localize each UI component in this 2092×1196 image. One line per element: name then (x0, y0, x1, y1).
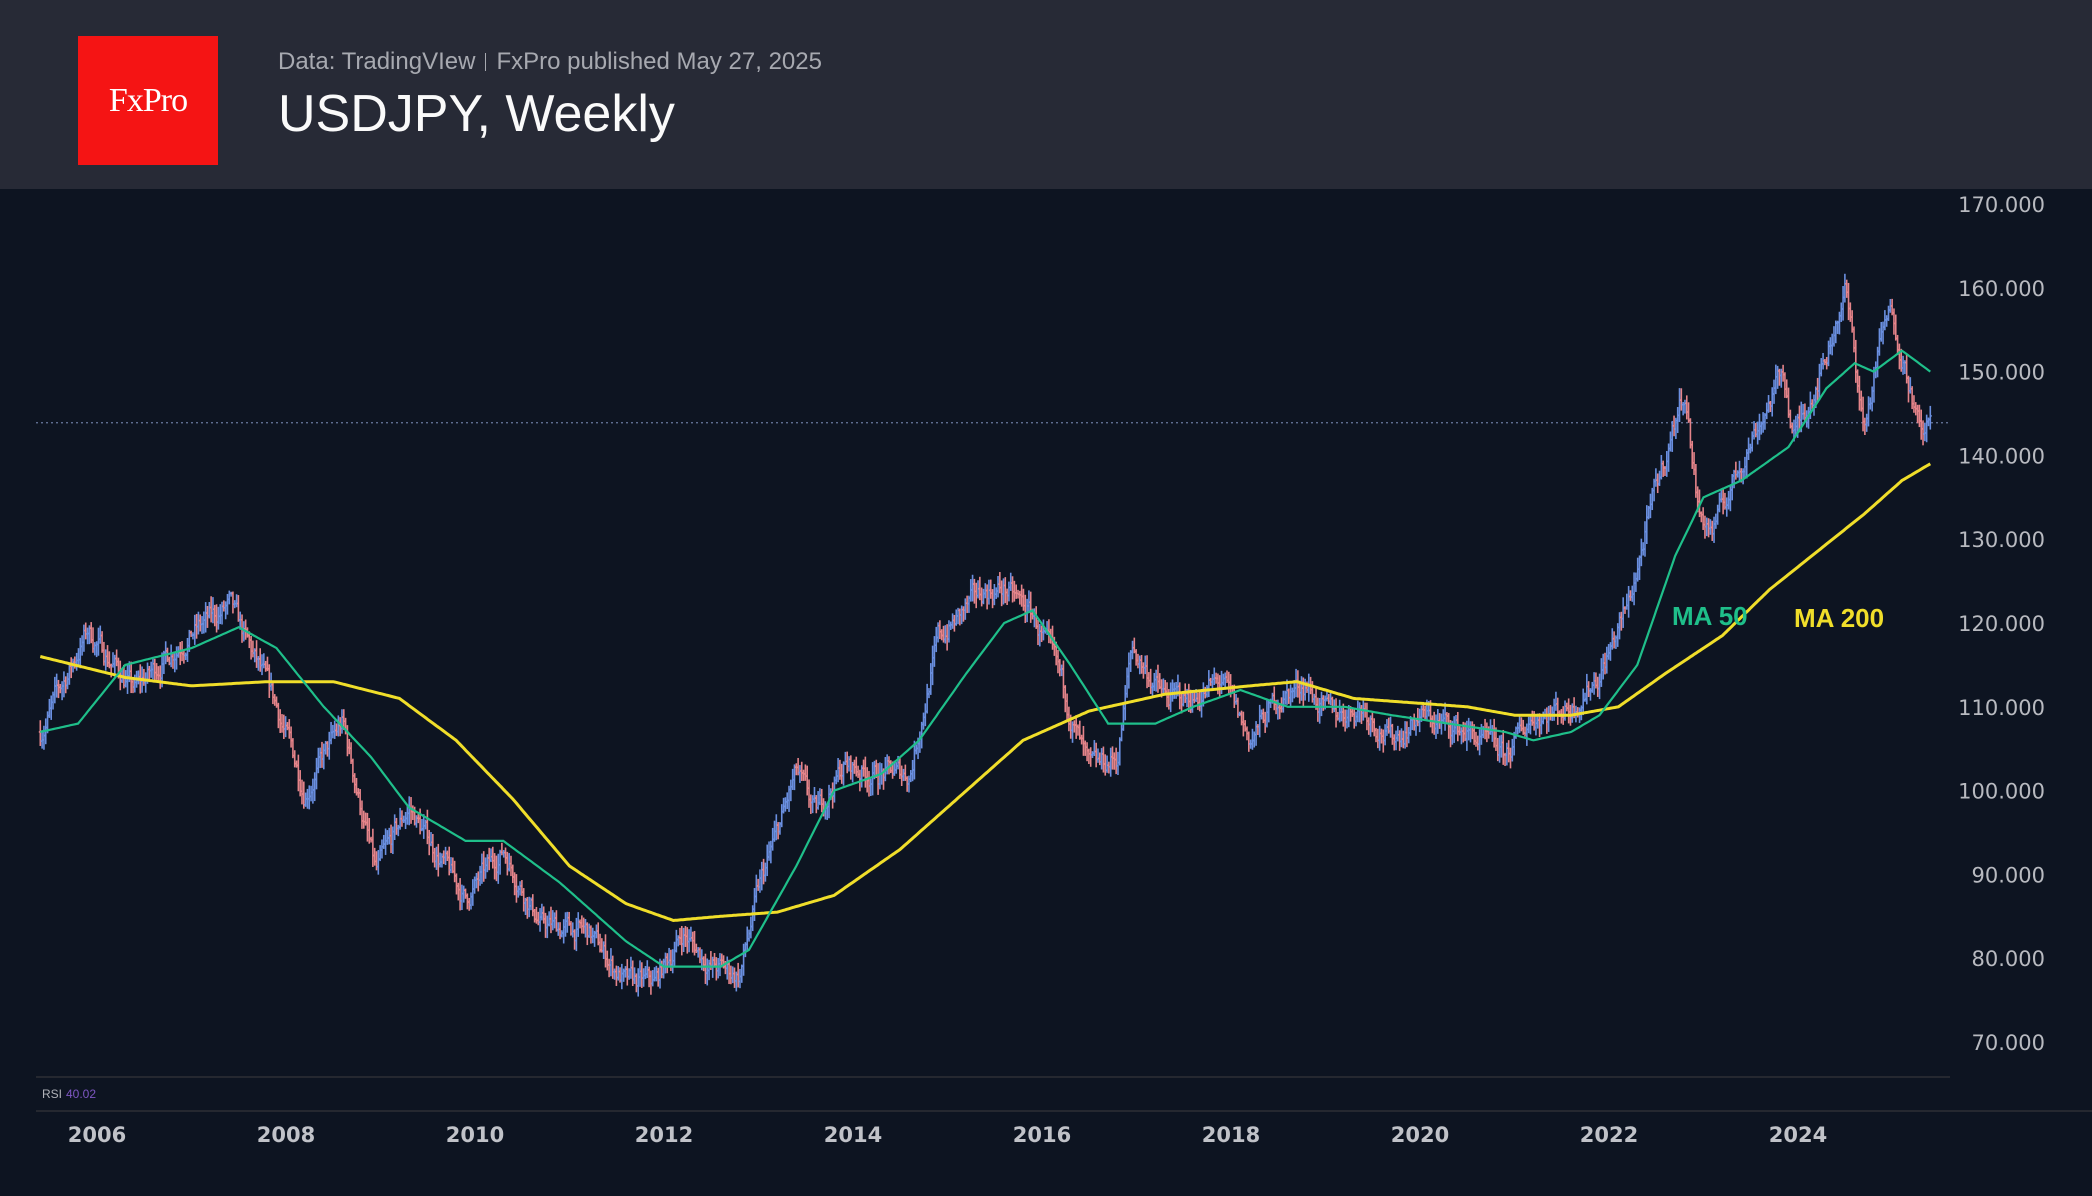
x-tick-label: 2010 (446, 1123, 504, 1147)
x-tick-label: 2012 (635, 1123, 693, 1147)
x-tick-label: 2008 (257, 1123, 315, 1147)
x-tick-label: 2018 (1202, 1123, 1260, 1147)
y-tick-label: 70.000 (1972, 1031, 2045, 1055)
y-tick-label: 110.000 (1958, 696, 2045, 720)
ma200-line (39, 462, 1932, 923)
header: FxPro Data: TradingVIew FxPro published M… (0, 0, 2092, 189)
ma50-line (40, 349, 1931, 968)
ma50-label: MA 50 (1672, 601, 1748, 631)
x-tick-label: 2024 (1769, 1123, 1827, 1147)
y-tick-label: 170.000 (1958, 193, 2045, 217)
price-bars (38, 273, 1932, 997)
y-tick-label: 80.000 (1972, 947, 2045, 971)
ma200-label: MA 200 (1794, 603, 1884, 633)
x-tick-label: 2006 (68, 1123, 126, 1147)
y-tick-label: 140.000 (1958, 444, 2045, 468)
published-date: FxPro published May 27, 2025 (496, 48, 822, 75)
rsi-label: RSI (42, 1087, 62, 1101)
y-tick-label: 160.000 (1958, 277, 2045, 301)
y-tick-label: 120.000 (1958, 612, 2045, 636)
x-tick-label: 2022 (1580, 1123, 1638, 1147)
fxpro-logo: FxPro (78, 36, 218, 165)
rsi-value: 40.02 (66, 1087, 96, 1101)
x-tick-label: 2016 (1013, 1123, 1071, 1147)
y-axis: 170.000 160.000 150.000 140.000 130.000 120.0… (1958, 193, 2045, 1055)
data-source: Data: TradingVIew (278, 48, 476, 75)
ohlc-bar (1928, 405, 1932, 430)
chart-title: USDJPY, Weekly (278, 85, 675, 143)
y-tick-label: 130.000 (1958, 528, 2045, 552)
logo-text: FxPro (108, 81, 188, 119)
separator (485, 53, 487, 71)
y-tick-label: 100.000 (1958, 780, 2045, 804)
y-tick-label: 150.000 (1958, 361, 2045, 385)
y-tick-label: 90.000 (1972, 863, 2045, 887)
x-axis: 2006 2008 2010 2012 2014 2016 2018 2020 2022 2024 (68, 1123, 1827, 1147)
subtitle: Data: TradingVIew FxPro published May 27,… (278, 48, 822, 76)
x-tick-label: 2014 (824, 1123, 882, 1147)
x-tick-label: 2020 (1391, 1123, 1449, 1147)
